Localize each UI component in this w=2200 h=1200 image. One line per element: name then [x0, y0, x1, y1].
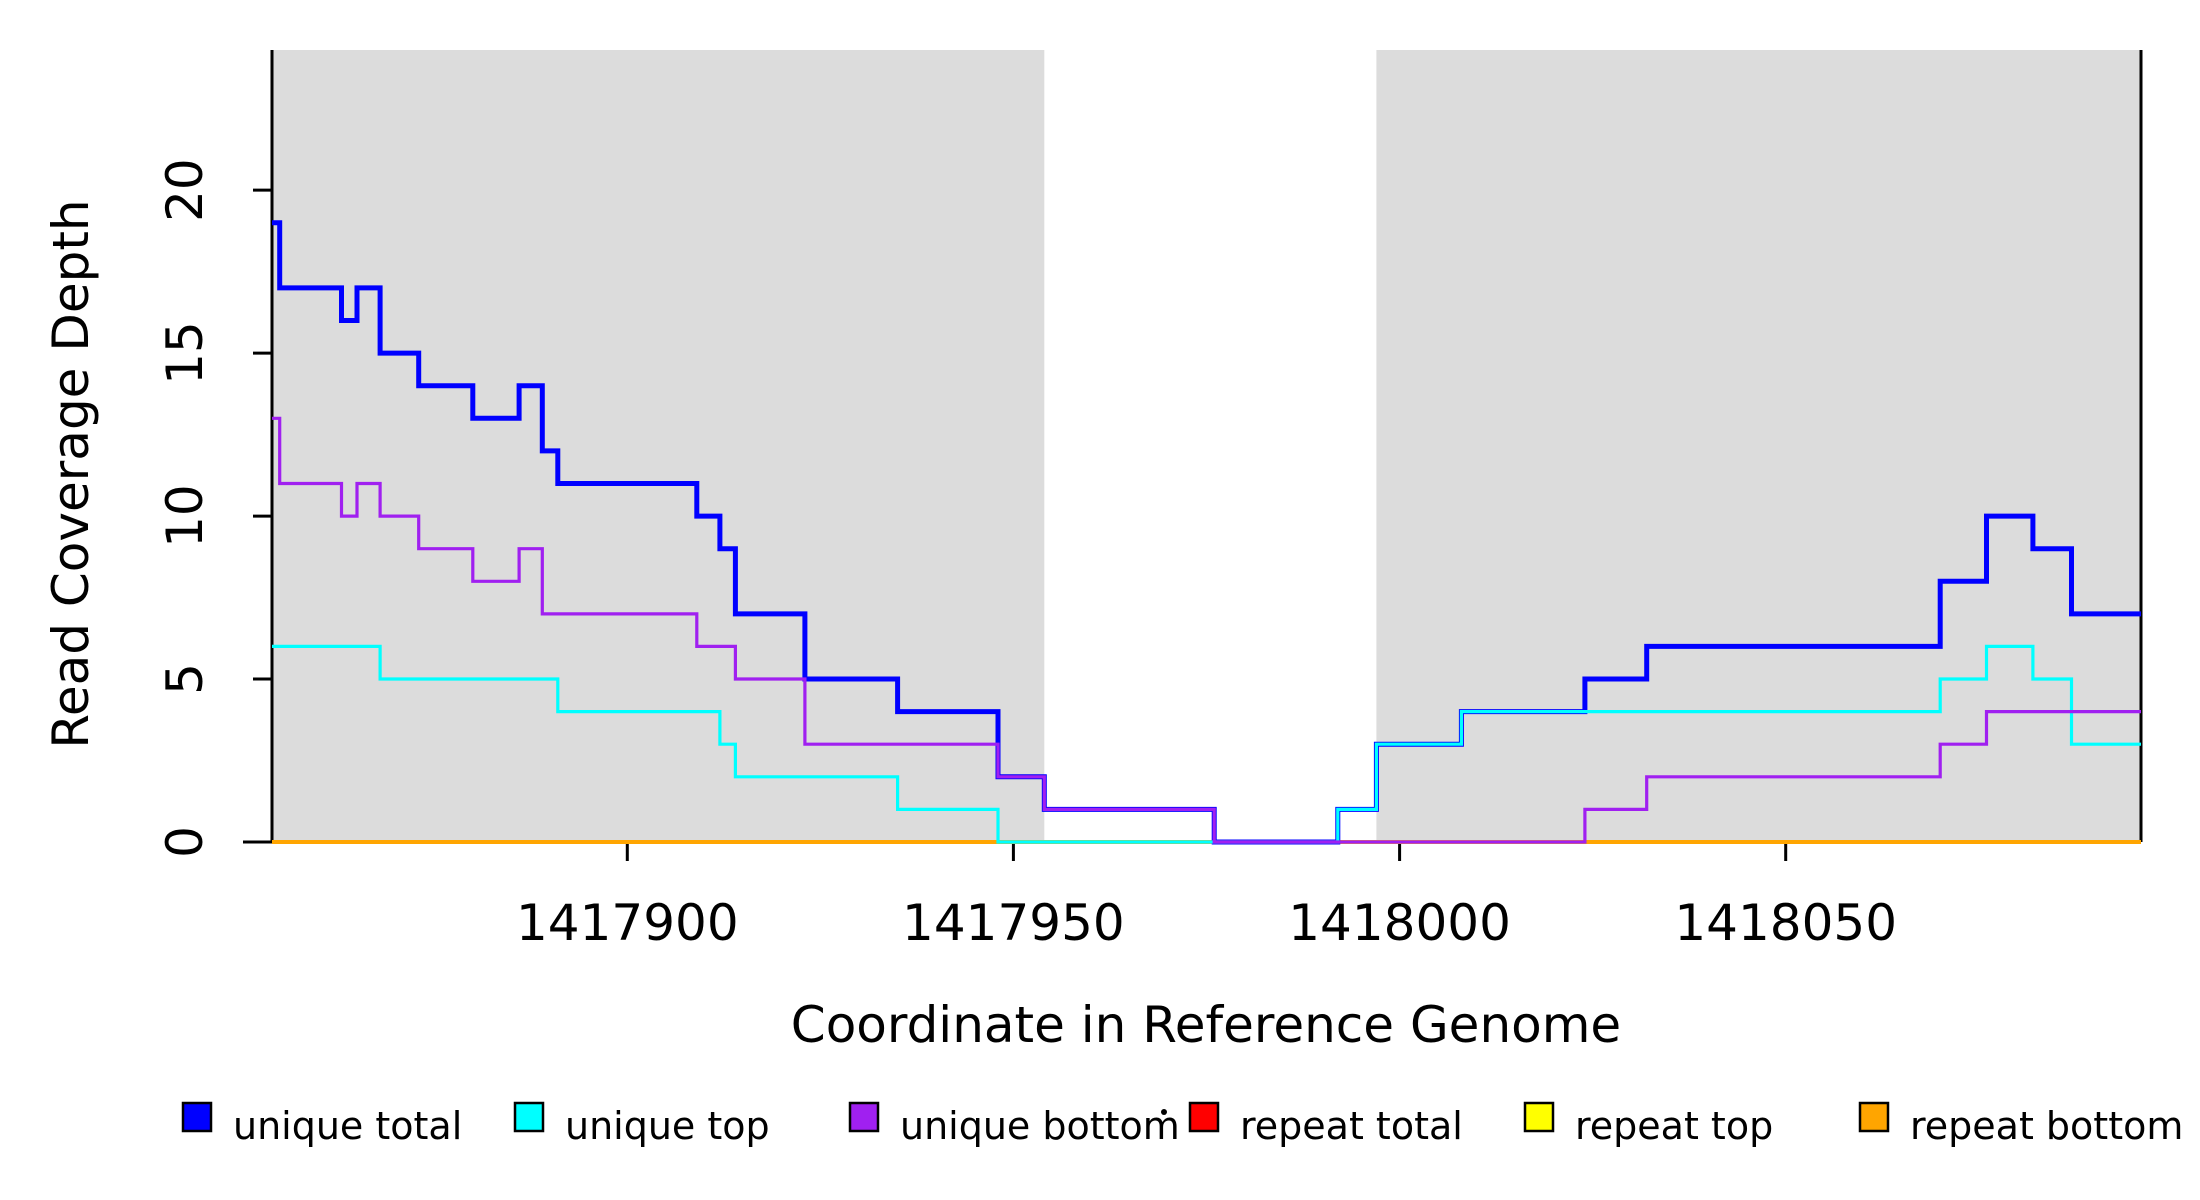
- y-tick-label: 20: [156, 158, 214, 222]
- series-line-unique-total: [272, 220, 2141, 845]
- legend-label-repeat-bottom: repeat bottom: [1910, 1104, 2183, 1148]
- series-line-unique-bottom: [272, 416, 2141, 844]
- series-lines: [272, 220, 2141, 845]
- left-unique-region: [272, 50, 1045, 842]
- legend-label-repeat-top: repeat top: [1575, 1104, 1773, 1148]
- legend: unique total unique top unique bottom repea…: [181, 1101, 2183, 1148]
- legend-swatch-unique-bottom: [848, 1101, 880, 1133]
- legend-swatch-repeat-bottom: [1858, 1101, 1890, 1133]
- axes: 1417900 1417950 1418000 1418050 0 5 10 15 20: [156, 50, 2143, 952]
- legend-swatch-unique-top: [513, 1101, 545, 1133]
- legend-label-unique-total: unique total: [233, 1104, 462, 1148]
- x-tick-label: 1418000: [1288, 894, 1511, 952]
- right-unique-region: [1376, 50, 2141, 842]
- legend-swatch-repeat-total: [1188, 1101, 1220, 1133]
- y-tick-label: 10: [156, 484, 214, 548]
- x-tick-label: 1418050: [1674, 894, 1897, 952]
- legend-label-repeat-total: repeat total: [1240, 1104, 1463, 1148]
- legend-label-unique-top: unique top: [565, 1104, 770, 1148]
- x-tick-label: 1417900: [516, 894, 739, 952]
- x-tick-label: 1417950: [902, 894, 1125, 952]
- shaded-regions: [272, 50, 2141, 842]
- legend-label-unique-bottom: unique bottom: [900, 1104, 1180, 1148]
- y-tick-label: 0: [156, 826, 214, 858]
- series-line-unique-top: [272, 644, 2141, 844]
- legend-swatch-repeat-top: [1523, 1101, 1555, 1133]
- y-tick-label: 15: [156, 321, 214, 385]
- y-tick-label: 5: [156, 663, 214, 695]
- artifact-dot: [1161, 1109, 1167, 1115]
- x-axis-title: Coordinate in Reference Genome: [791, 996, 1621, 1054]
- y-axis-title: Read Coverage Depth: [42, 199, 100, 748]
- legend-swatch-unique-total: [181, 1101, 213, 1133]
